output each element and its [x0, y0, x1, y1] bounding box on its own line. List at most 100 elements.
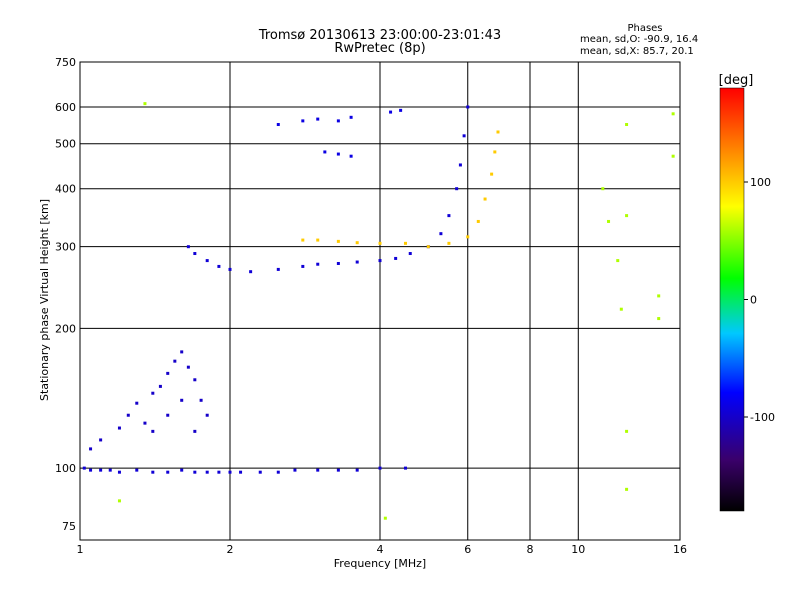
- data-point: [166, 371, 170, 375]
- data-point: [607, 219, 611, 223]
- data-point: [355, 260, 359, 264]
- data-point: [625, 214, 629, 218]
- x-tick-label: 8: [527, 543, 534, 556]
- data-point: [490, 172, 494, 176]
- data-point: [625, 487, 629, 491]
- data-point: [455, 187, 459, 191]
- y-tick-label: 100: [55, 462, 76, 475]
- data-point: [239, 470, 243, 474]
- y-tick-label: 400: [55, 183, 76, 196]
- colorbar-tick-label: 100: [750, 176, 771, 189]
- data-point: [276, 123, 280, 127]
- chart-subtitle: RwPretec (8p): [334, 41, 425, 56]
- colorbar-title: [deg]: [719, 73, 754, 88]
- data-point: [199, 398, 203, 402]
- x-tick-label: 1: [77, 543, 84, 556]
- data-point: [193, 470, 197, 474]
- data-point: [336, 119, 340, 123]
- phase-info-line1: mean, sd,O: -90.9, 16.4: [580, 34, 698, 45]
- data-point: [316, 262, 320, 266]
- y-tick-label: 500: [55, 138, 76, 151]
- data-point: [151, 470, 155, 474]
- data-point: [316, 238, 320, 242]
- x-tick-label: 2: [227, 543, 234, 556]
- data-point: [143, 421, 147, 425]
- data-point: [355, 468, 359, 472]
- data-point: [671, 154, 675, 158]
- y-tick-label: 300: [55, 241, 76, 254]
- data-point: [173, 359, 177, 363]
- data-point: [323, 150, 327, 154]
- data-point: [671, 112, 675, 116]
- data-point: [316, 117, 320, 121]
- data-point: [336, 468, 340, 472]
- data-point: [378, 259, 382, 263]
- data-point: [108, 468, 112, 472]
- x-axis-label: Frequency [MHz]: [334, 557, 426, 570]
- data-point: [493, 150, 497, 154]
- data-point: [135, 468, 139, 472]
- y-axis-label: Stationary phase Virtual Height [km]: [38, 199, 51, 401]
- data-point: [426, 245, 430, 249]
- data-point: [143, 102, 147, 106]
- data-point: [408, 252, 412, 256]
- phase-info-line2: mean, sd,X: 85.7, 20.1: [580, 46, 694, 57]
- data-point: [476, 219, 480, 223]
- data-point: [205, 259, 209, 263]
- data-point: [316, 468, 320, 472]
- data-point: [462, 134, 466, 138]
- data-point: [151, 391, 155, 395]
- data-point: [336, 239, 340, 243]
- colorbar-tick-label: -100: [750, 411, 775, 424]
- y-tick-label: 75: [62, 520, 76, 533]
- data-point: [228, 267, 232, 271]
- data-point: [496, 130, 500, 134]
- data-point: [399, 108, 403, 112]
- data-point: [466, 235, 470, 239]
- y-tick-label: 750: [55, 56, 76, 69]
- data-point: [258, 470, 262, 474]
- data-point: [276, 470, 280, 474]
- data-point: [389, 110, 393, 114]
- data-point: [349, 115, 353, 119]
- data-point: [135, 401, 139, 405]
- colorbar-tick-label: 0: [750, 294, 757, 307]
- data-point: [82, 466, 86, 470]
- data-point: [193, 429, 197, 433]
- y-tick-labels: 75 100 200 300 400 500 600 750: [55, 56, 76, 533]
- data-point: [466, 105, 470, 109]
- data-point: [619, 307, 623, 311]
- data-point: [249, 270, 253, 274]
- x-tick-label: 6: [464, 543, 471, 556]
- data-point: [657, 317, 661, 321]
- data-point: [217, 470, 221, 474]
- data-point: [117, 499, 121, 503]
- data-point: [228, 470, 232, 474]
- data-point: [601, 187, 605, 191]
- data-point: [166, 413, 170, 417]
- data-point: [99, 438, 103, 442]
- colorbar: [719, 87, 745, 512]
- data-point: [180, 468, 184, 472]
- data-point: [355, 241, 359, 245]
- data-point: [625, 429, 629, 433]
- data-point: [205, 413, 209, 417]
- data-point: [126, 413, 130, 417]
- data-point: [186, 245, 190, 249]
- phase-info-header: Phases: [627, 23, 662, 34]
- data-point: [616, 259, 620, 263]
- data-point: [180, 350, 184, 354]
- data-point: [378, 241, 382, 245]
- x-tick-label: 16: [673, 543, 687, 556]
- data-point: [89, 447, 93, 451]
- data-point: [657, 294, 661, 298]
- data-point: [89, 468, 93, 472]
- data-point: [447, 241, 451, 245]
- data-point: [483, 197, 487, 201]
- chart-title: Tromsø 20130613 23:00:00-23:01:43: [258, 28, 501, 43]
- data-point: [99, 468, 103, 472]
- data-point: [151, 429, 155, 433]
- data-point: [276, 267, 280, 271]
- data-point: [458, 163, 462, 167]
